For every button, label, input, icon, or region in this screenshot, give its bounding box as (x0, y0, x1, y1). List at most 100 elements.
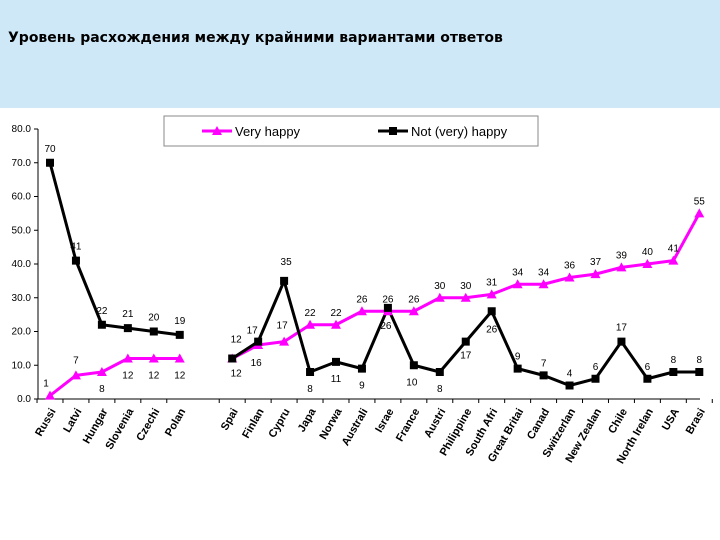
very-happy-data-label: 41 (668, 244, 680, 255)
very-happy-point (564, 272, 575, 282)
very-happy-point (408, 306, 419, 316)
very-happy-point (668, 255, 679, 265)
very-happy-point (331, 319, 341, 329)
very-happy-data-label: 22 (304, 308, 316, 319)
not-happy-data-label: 7 (541, 358, 547, 369)
y-tick-label: 20.0 (12, 327, 32, 338)
y-tick-label: 10.0 (12, 360, 32, 371)
very-happy-point (460, 292, 471, 302)
not-happy-point (175, 330, 184, 339)
y-tick-label: 50.0 (12, 225, 32, 236)
very-happy-point (434, 292, 445, 302)
not-happy-point (487, 307, 496, 316)
not-happy-data-label: 26 (486, 324, 498, 335)
not-happy-data-label: 70 (44, 144, 56, 155)
x-tick-label: Czechi (134, 407, 162, 444)
very-happy-data-label: 26 (382, 294, 394, 305)
y-tick-label: 30.0 (12, 293, 32, 304)
not-happy-data-label: 8 (307, 384, 313, 395)
x-tick-label: Canad (525, 407, 552, 442)
x-tick-label: Austri (422, 407, 448, 441)
not-happy-data-label: 8 (671, 355, 677, 366)
very-happy-point (538, 279, 549, 289)
not-happy-data-label: 21 (122, 309, 134, 320)
very-happy-line (49, 357, 180, 397)
x-tick-label: USA (660, 406, 682, 432)
not-happy-data-label: 22 (96, 306, 108, 317)
very-happy-data-label: 1 (43, 379, 49, 390)
not-happy-point (357, 364, 366, 373)
very-happy-data-label: 16 (251, 358, 263, 369)
not-happy-point (643, 374, 652, 383)
very-happy-point (642, 259, 653, 268)
chart-legend: Very happy Not (very) happy (163, 115, 539, 147)
not-happy-data-label: 26 (380, 321, 392, 332)
very-happy-point (305, 319, 316, 329)
legend-not-happy-marker (389, 127, 397, 135)
not-happy-point (409, 361, 418, 370)
very-happy-data-label: 22 (330, 308, 342, 319)
x-tick-label: Brasi (684, 407, 708, 437)
y-tick-label: 80.0 (12, 124, 32, 135)
very-happy-point (70, 370, 81, 380)
not-happy-point (435, 368, 444, 376)
very-happy-data-label: 26 (408, 294, 420, 305)
line-chart: 0.010.020.030.040.050.060.070.080.0 1781… (12, 115, 713, 466)
very-happy-data-label: 55 (694, 196, 706, 207)
not-happy-point (228, 354, 237, 363)
chart-axes: 0.0 10.0 20.0 30.0 40.0 50.0 60.0 70.0 80.0 (12, 124, 713, 405)
not-happy-point (123, 324, 132, 333)
x-tick-label: Spai (219, 407, 241, 433)
x-tick-label: Israe (373, 407, 396, 435)
x-tick-label: Japa (296, 406, 319, 434)
not-happy-point (383, 303, 392, 312)
legend-not-happy-label: Not (very) happy (411, 124, 508, 139)
not-happy-data-label: 10 (406, 377, 418, 388)
very-happy-data-label: 34 (538, 267, 550, 278)
not-happy-point (461, 337, 470, 346)
not-happy-point (669, 368, 678, 376)
not-happy-data-label: 9 (515, 352, 521, 363)
very-happy-data-label: 36 (564, 261, 576, 272)
legend-very-happy-label: Very happy (235, 124, 301, 139)
x-tick-label: Cypru (266, 407, 292, 441)
y-tick-label: 60.0 (12, 192, 32, 203)
very-happy-data-label: 12 (148, 371, 160, 382)
not-happy-data-label: 4 (567, 369, 573, 380)
very-happy-point (122, 353, 133, 363)
not-happy-point (539, 371, 548, 380)
very-happy-data-label: 34 (512, 267, 524, 278)
very-happy-data-label: 12 (122, 371, 134, 382)
very-happy-data-label: 30 (460, 281, 472, 292)
not-happy-data-label: 35 (281, 257, 293, 268)
very-happy-point (694, 208, 705, 218)
very-happy-data-label: 26 (356, 294, 368, 305)
x-tick-label: Russi (33, 407, 58, 439)
not-happy-data-label: 41 (70, 242, 82, 253)
very-happy-point (96, 367, 107, 376)
very-happy-point (45, 390, 55, 400)
very-happy-data-label: 17 (277, 321, 289, 332)
legend-very-happy-marker (212, 126, 222, 135)
y-tick-label: 40.0 (12, 259, 32, 270)
not-happy-point (46, 158, 54, 167)
very-happy-point (356, 306, 367, 316)
not-happy-point (306, 368, 315, 376)
not-happy-point (149, 327, 158, 336)
y-tick-label: 0.0 (17, 394, 31, 405)
x-tick-label: France (394, 407, 422, 444)
very-happy-data-label: 8 (99, 384, 105, 395)
not-happy-point (695, 368, 704, 376)
not-happy-data-label: 19 (174, 316, 186, 327)
very-happy-point (174, 353, 185, 363)
y-tick-label: 70.0 (12, 158, 32, 169)
very-happy-data-label: 39 (616, 250, 628, 261)
not-happy-data-label: 20 (148, 313, 160, 324)
not-happy-data-label: 8 (697, 355, 703, 366)
x-tick-label: Finlan (240, 406, 267, 440)
not-happy-data-label: 9 (359, 381, 365, 392)
very-happy-point (279, 336, 290, 346)
very-happy-point (512, 279, 523, 289)
